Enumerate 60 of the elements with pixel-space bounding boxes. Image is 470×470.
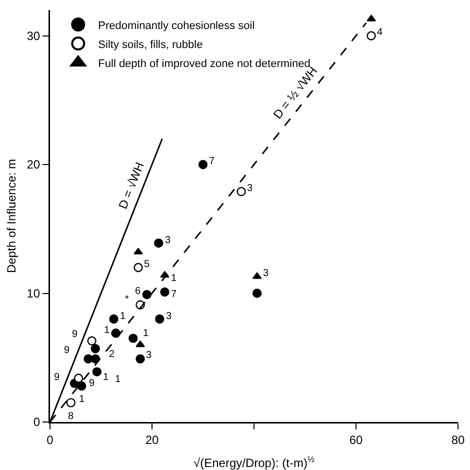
point — [136, 340, 145, 348]
point — [109, 314, 118, 324]
x-tick-label: 20 — [145, 432, 159, 447]
annotation: 3 — [263, 268, 269, 279]
point — [90, 344, 100, 354]
annotation: 5 — [144, 259, 150, 270]
x-tick-label: 60 — [349, 432, 363, 447]
annotation: 1 — [115, 374, 121, 385]
annotation: 1 — [171, 273, 177, 284]
annotation: 3 — [247, 183, 253, 194]
y-tick-label: 10 — [26, 286, 40, 300]
point — [154, 238, 164, 248]
point — [74, 374, 84, 383]
annotation: 9 — [72, 329, 78, 340]
y-tick-label: 0 — [33, 415, 40, 430]
annotation: 3 — [165, 235, 171, 246]
annotation: 7 — [171, 289, 177, 300]
annotation: 9 — [89, 378, 95, 389]
point — [87, 336, 96, 346]
point — [366, 31, 376, 40]
x-tick-label: 0 — [46, 432, 54, 447]
annotation: 1 — [143, 328, 149, 339]
annotation: 6 — [135, 286, 141, 297]
point — [128, 334, 138, 343]
annotation: 1 — [120, 311, 126, 322]
annotation: 1 — [79, 394, 85, 405]
point — [77, 381, 86, 391]
point — [92, 367, 102, 376]
x-tick-label: 80 — [451, 432, 465, 447]
point — [155, 314, 164, 324]
annotation: 9 — [64, 345, 70, 356]
legend-label: Predominantly cohesionless soil — [98, 20, 255, 32]
point — [198, 160, 208, 170]
annotation: 8 — [68, 411, 74, 422]
y-tick-label: 30 — [26, 28, 40, 43]
point — [142, 290, 152, 300]
point — [134, 248, 143, 254]
annotation: 9 — [54, 372, 60, 383]
legend-label: Silty soils, fills, rubble — [98, 38, 203, 51]
annotation: 4 — [377, 27, 383, 38]
point — [252, 288, 262, 298]
annotation: 2 — [109, 349, 115, 360]
y-axis-title: Depth of Influence: m — [4, 158, 18, 274]
y-tick-label: 20 — [26, 158, 40, 172]
annotation: 3 — [166, 311, 172, 322]
point — [252, 272, 262, 279]
annotation: 3 — [146, 350, 152, 361]
annotation: 7 — [209, 156, 215, 167]
point — [236, 186, 246, 196]
point — [136, 354, 145, 364]
annotation: 1 — [103, 372, 109, 383]
x-axis-title: √(Energy/Drop): (t-m)$^{½}$ — [194, 454, 314, 470]
annotation: 1 — [104, 325, 110, 336]
point — [366, 14, 376, 22]
point — [134, 262, 143, 272]
legend-label: Full depth of improved zone not determined — [98, 58, 310, 70]
point — [160, 287, 170, 297]
annotation: * — [125, 294, 129, 305]
point — [66, 398, 76, 408]
text: D = √WH — [116, 160, 147, 211]
